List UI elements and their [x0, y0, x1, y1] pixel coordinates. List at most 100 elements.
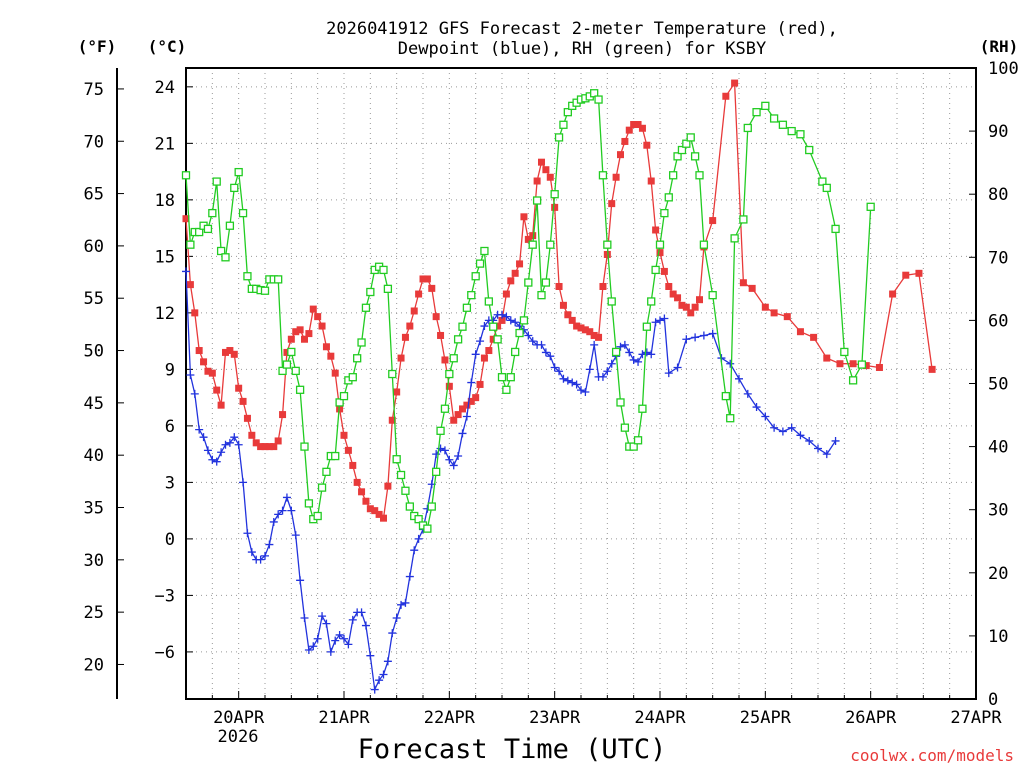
rh-point [396, 470, 406, 480]
temperature-point [823, 354, 831, 362]
rh-point [537, 291, 546, 300]
rh-point [317, 483, 327, 492]
rh-point [805, 145, 814, 155]
dewpoint-point [225, 438, 234, 447]
rh-point [515, 328, 524, 338]
celsius-tick-label: 9 [165, 360, 175, 380]
rh-point [594, 95, 603, 104]
temperature-point [423, 275, 431, 283]
dewpoint-point [660, 314, 669, 323]
rh-point [598, 171, 608, 180]
temperature-point [235, 384, 243, 392]
dewpoint-point [445, 455, 454, 464]
rh-point [440, 404, 450, 413]
celsius-axis-label: (°C) [148, 37, 187, 56]
rh-point [291, 366, 300, 376]
temperature-point [322, 343, 330, 351]
dewpoint-point [752, 403, 761, 412]
temperature-point [480, 354, 488, 362]
dewpoint-point [436, 444, 445, 453]
temperature-point [309, 305, 317, 313]
x-tick-label: 20APR [213, 708, 265, 728]
temperature-point [511, 269, 519, 277]
temperature-point [638, 124, 646, 132]
temperature-point [388, 416, 396, 424]
rh-point [195, 227, 204, 237]
rh-tick-label: 30 [988, 501, 1008, 521]
fahrenheit-tick-label: 75 [84, 80, 104, 100]
temperature-point [538, 158, 545, 166]
dewpoint-point [265, 540, 274, 549]
temperature-point [362, 497, 370, 505]
rh-point [339, 391, 349, 401]
rh-point [682, 139, 691, 148]
rh-point [559, 120, 568, 129]
temperature-point [257, 443, 265, 451]
dewpoint-point [550, 363, 559, 372]
fahrenheit-tick-label: 45 [84, 394, 104, 414]
rh-point [541, 278, 551, 287]
temperature-point [546, 173, 554, 181]
rh-point [238, 208, 248, 218]
dewpoint-point [454, 452, 463, 461]
rh-point [695, 171, 704, 180]
dewpoint-point [326, 647, 335, 656]
rh-point [563, 108, 572, 117]
dewpoint-point [291, 531, 300, 540]
dewpoint-point [432, 450, 441, 459]
rh-tick-label: 10 [988, 627, 1008, 647]
rh-tick-label: 0 [988, 690, 998, 710]
dewpoint-point [524, 331, 533, 340]
dewpoint-point [397, 600, 406, 609]
rh-point [866, 202, 875, 211]
rh-point [796, 130, 805, 139]
temperature-point [353, 478, 361, 486]
dewpoint-point [388, 629, 397, 638]
rh-point [212, 177, 221, 186]
temperature-point [463, 401, 471, 409]
rh-point [769, 114, 779, 123]
temperature-point [393, 388, 401, 396]
temperature-point [441, 356, 449, 364]
temperature-point [380, 514, 387, 522]
rh-point [274, 275, 283, 284]
rh-point [401, 486, 410, 495]
dewpoint-point [230, 433, 239, 442]
rh-point [550, 190, 559, 199]
temperature-point [459, 405, 466, 413]
fahrenheit-tick-label: 25 [84, 603, 104, 623]
rh-point [831, 224, 840, 234]
dewpoint-point [199, 433, 208, 442]
temperature-point [318, 322, 326, 330]
temperature-point [665, 282, 673, 290]
dewpoint-point [379, 670, 388, 679]
rh-point [493, 335, 502, 344]
rh-point [471, 272, 480, 281]
temperature-point [902, 271, 910, 279]
dewpoint-point [375, 676, 384, 685]
dewpoint-point [296, 576, 305, 585]
rh-tick-label: 20 [988, 564, 1008, 584]
temperature-point [595, 333, 603, 341]
fahrenheit-tick-label: 70 [84, 132, 104, 152]
dewpoint-point [190, 389, 199, 398]
rh-point [427, 502, 436, 511]
celsius-tick-label: 6 [165, 417, 175, 437]
temperature-point [230, 350, 238, 358]
fahrenheit-tick-label: 50 [84, 342, 104, 362]
temperature-point [358, 488, 366, 496]
x-tick-label: 27APR [950, 708, 1002, 728]
temperature-point [660, 267, 668, 275]
dewpoint-point [559, 374, 568, 383]
dewpoint-point [304, 646, 313, 655]
temperature-point [783, 313, 791, 321]
temperature-point [261, 443, 269, 451]
rh-tick-label: 90 [988, 122, 1008, 142]
rh-point [629, 442, 638, 451]
temperature-point [327, 352, 335, 360]
temperature-point [410, 307, 418, 315]
rh-point [208, 208, 217, 218]
rh-point [453, 335, 463, 344]
temperature-point [555, 282, 563, 290]
temperature-point [467, 397, 475, 405]
